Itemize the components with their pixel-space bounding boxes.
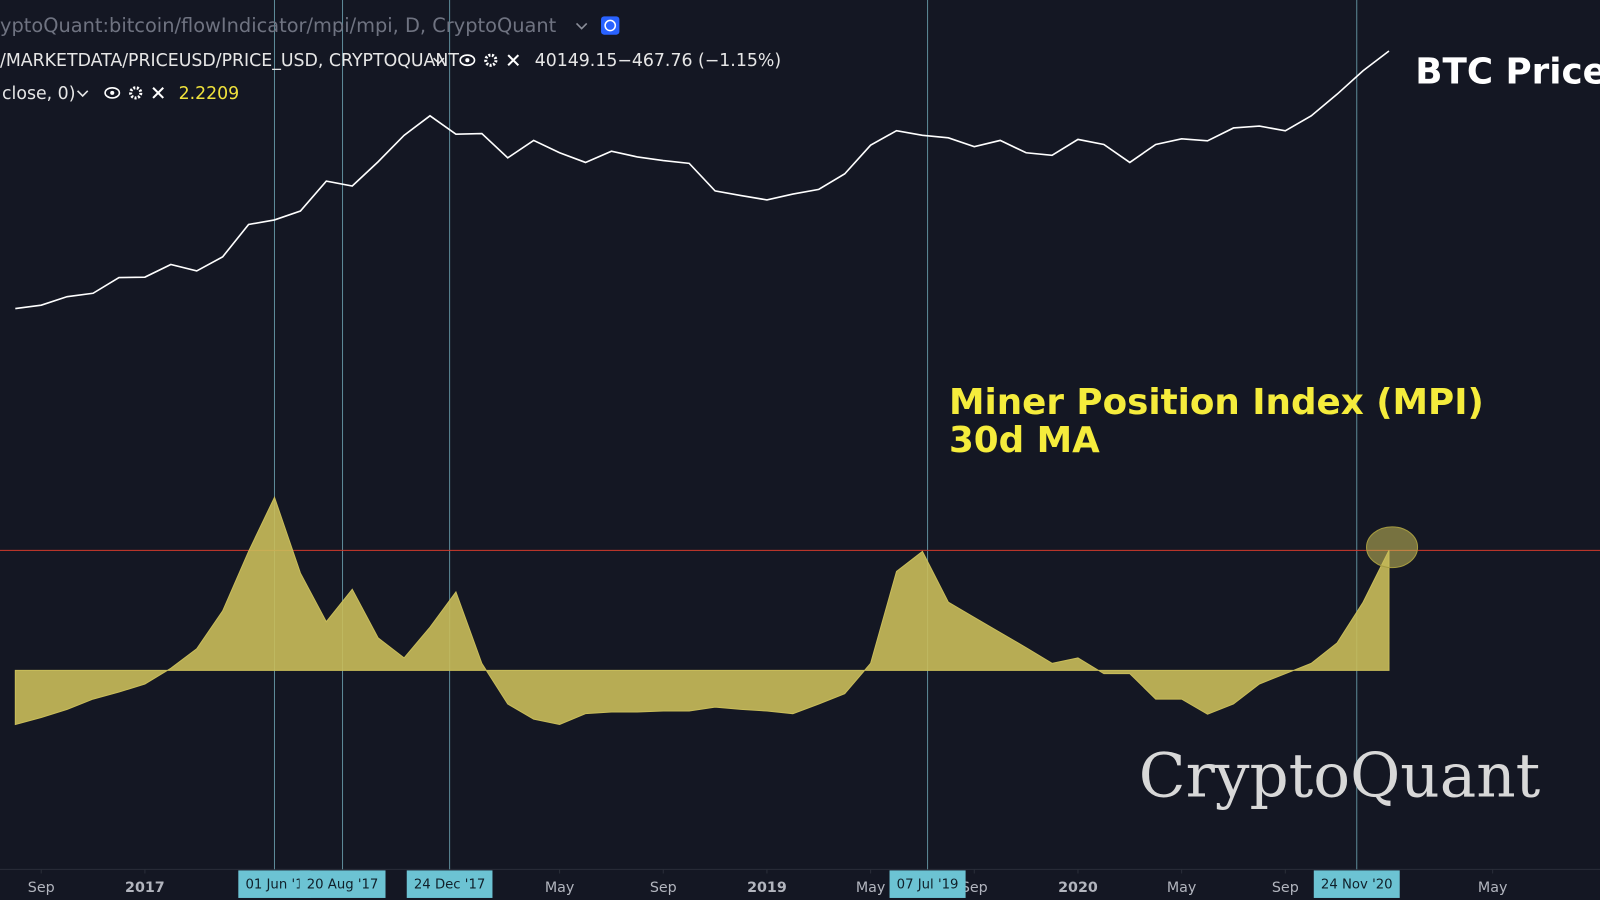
header-source: yptoQuant:bitcoin/flowIndicator/mpi/mpi,…: [0, 14, 557, 37]
x-tick-label: 2017: [125, 880, 165, 896]
date-label-box: [889, 870, 966, 898]
chevron-icon[interactable]: [575, 22, 588, 30]
watermark: CryptoQuant: [1139, 741, 1541, 812]
header-price-source: /MARKETDATA/PRICEUSD/PRICE_USD, CRYPTOQU…: [0, 51, 459, 71]
date-label-box: [406, 870, 493, 898]
date-label-box: [1313, 870, 1400, 898]
annotation: 30d MA: [949, 420, 1100, 461]
date-label: 24 Dec '17: [406, 870, 493, 898]
settings-icon[interactable]: [129, 86, 143, 100]
x-tick-label: Sep: [650, 880, 677, 896]
date-label: 07 Jul '19: [889, 870, 966, 898]
header-change: −467.76 (−1.15%): [617, 51, 781, 71]
area: [14, 496, 1390, 726]
header: yptoQuant:bitcoin/flowIndicator/mpi/mpi,…: [0, 14, 781, 104]
series-label: Miner Position Index (MPI): [949, 382, 1484, 423]
x-tick-label: Sep: [28, 880, 55, 896]
close-icon[interactable]: [152, 87, 164, 99]
header-indicator-args: close, 0): [2, 84, 75, 104]
x-tick-label: Sep: [1272, 880, 1299, 896]
settings-icon[interactable]: [484, 53, 498, 67]
series-label: BTC Price: [1415, 51, 1600, 92]
chevron-icon[interactable]: [76, 90, 89, 98]
highlight-circle: [1366, 526, 1419, 569]
eye-icon[interactable]: [104, 86, 121, 99]
x-tick-label: May: [856, 880, 886, 896]
date-label-text: 24 Dec '17: [414, 878, 485, 893]
date-label-text: 24 Nov '20: [1321, 878, 1393, 893]
header-indicator-value: 2.2209: [179, 84, 240, 104]
link-icon[interactable]: [601, 16, 620, 35]
date-label-text: 20 Aug '17: [307, 878, 379, 893]
x-tick-label: 2019: [747, 880, 787, 896]
date-label: 20 Aug '17: [299, 870, 386, 898]
x-tick-label: 2020: [1058, 880, 1098, 896]
header-price: 40149.15: [535, 51, 618, 71]
x-tick-label: May: [1478, 880, 1508, 896]
x-tick-label: Sep: [961, 880, 988, 896]
link-icon-glyph: [604, 19, 617, 32]
x-tick-label: May: [545, 880, 575, 896]
date-label-box: [299, 870, 386, 898]
date-label: 01 Jun '1: [238, 870, 311, 898]
date-label-text: 01 Jun '1: [245, 878, 303, 893]
eye-icon[interactable]: [459, 54, 476, 67]
date-label: 24 Nov '20: [1313, 870, 1400, 898]
line: [15, 50, 1390, 310]
close-icon[interactable]: [507, 54, 520, 67]
date-label-box: [238, 870, 311, 898]
x-tick-label: May: [1167, 880, 1197, 896]
chevron-icon[interactable]: [433, 57, 445, 65]
date-label-text: 07 Jul '19: [897, 878, 959, 893]
